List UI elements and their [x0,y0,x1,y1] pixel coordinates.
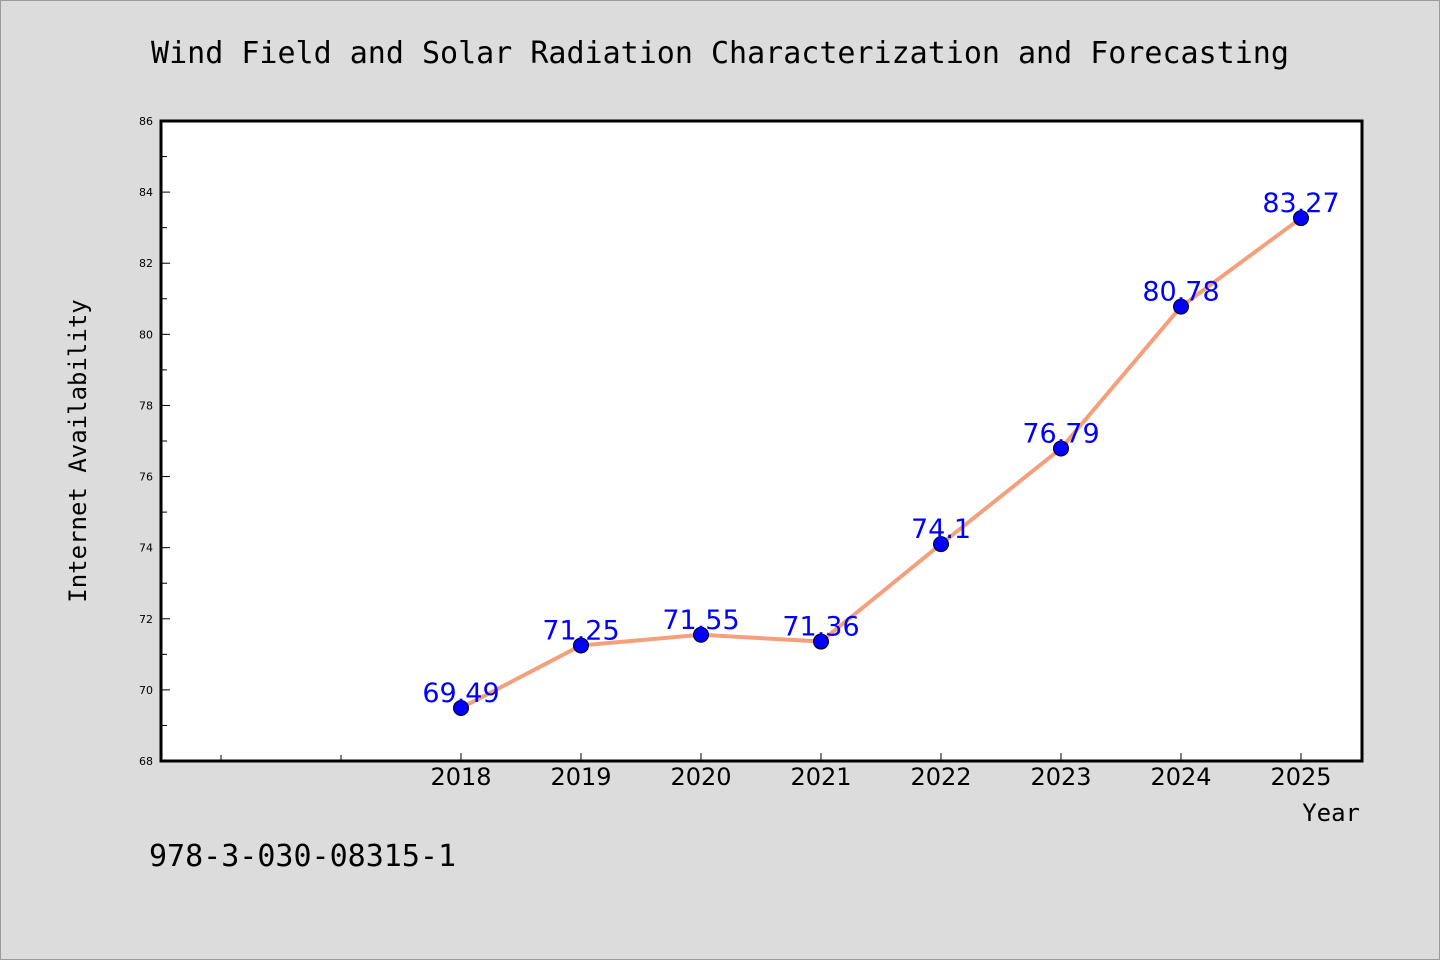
y-axis-label: Internet Availability [64,299,92,602]
data-label: 71.55 [662,605,739,636]
data-label: 71.36 [782,612,859,643]
x-axis: 2018 2019 2020 2021 2022 2023 2024 2025 [220,753,1332,791]
x-tick-label: 2024 [1150,763,1211,791]
data-label: 83.27 [1262,188,1339,219]
y-axis: 68 70 72 74 76 78 80 82 84 86 [139,115,170,768]
x-tick-label: 2019 [550,763,611,791]
y-tick-label: 82 [139,257,153,270]
x-tick-label: 2020 [670,763,731,791]
chart-title: Wind Field and Solar Radiation Character… [151,36,1289,71]
x-tick-label: 2022 [910,763,971,791]
series-layer: 69.49 71.25 71.55 71.36 74.1 76.79 80.78 83.27 [422,188,1340,717]
y-tick-label: 80 [139,328,153,341]
x-axis-label: Year [1302,799,1360,827]
data-point [453,700,469,717]
y-tick-label: 68 [139,755,153,768]
data-label: 76.79 [1022,418,1099,449]
data-point [1173,298,1189,315]
x-tick-label: 2018 [430,763,491,791]
y-tick-label: 76 [139,471,153,484]
data-label: 74.1 [911,514,971,545]
data-label: 69.49 [422,678,499,709]
isbn-footer: 978-3-030-08315-1 [149,839,456,874]
y-tick-label: 84 [139,186,153,199]
y-tick-label: 86 [139,115,153,128]
data-label: 71.25 [542,615,619,646]
data-point [933,536,949,553]
y-tick-label: 78 [139,399,153,412]
x-tick-label: 2021 [790,763,851,791]
series-line [459,216,1303,711]
data-point [1053,440,1069,457]
data-point [1293,210,1309,227]
y-tick-label: 74 [139,542,153,555]
data-label: 80.78 [1142,277,1219,308]
x-tick-label: 2023 [1030,763,1091,791]
data-point [693,626,709,643]
y-tick-label: 70 [139,684,153,697]
x-tick-label: 2025 [1270,763,1331,791]
y-tick-label: 72 [139,613,153,626]
plot-area [159,119,1364,763]
data-point [813,633,829,650]
data-point [573,637,589,654]
